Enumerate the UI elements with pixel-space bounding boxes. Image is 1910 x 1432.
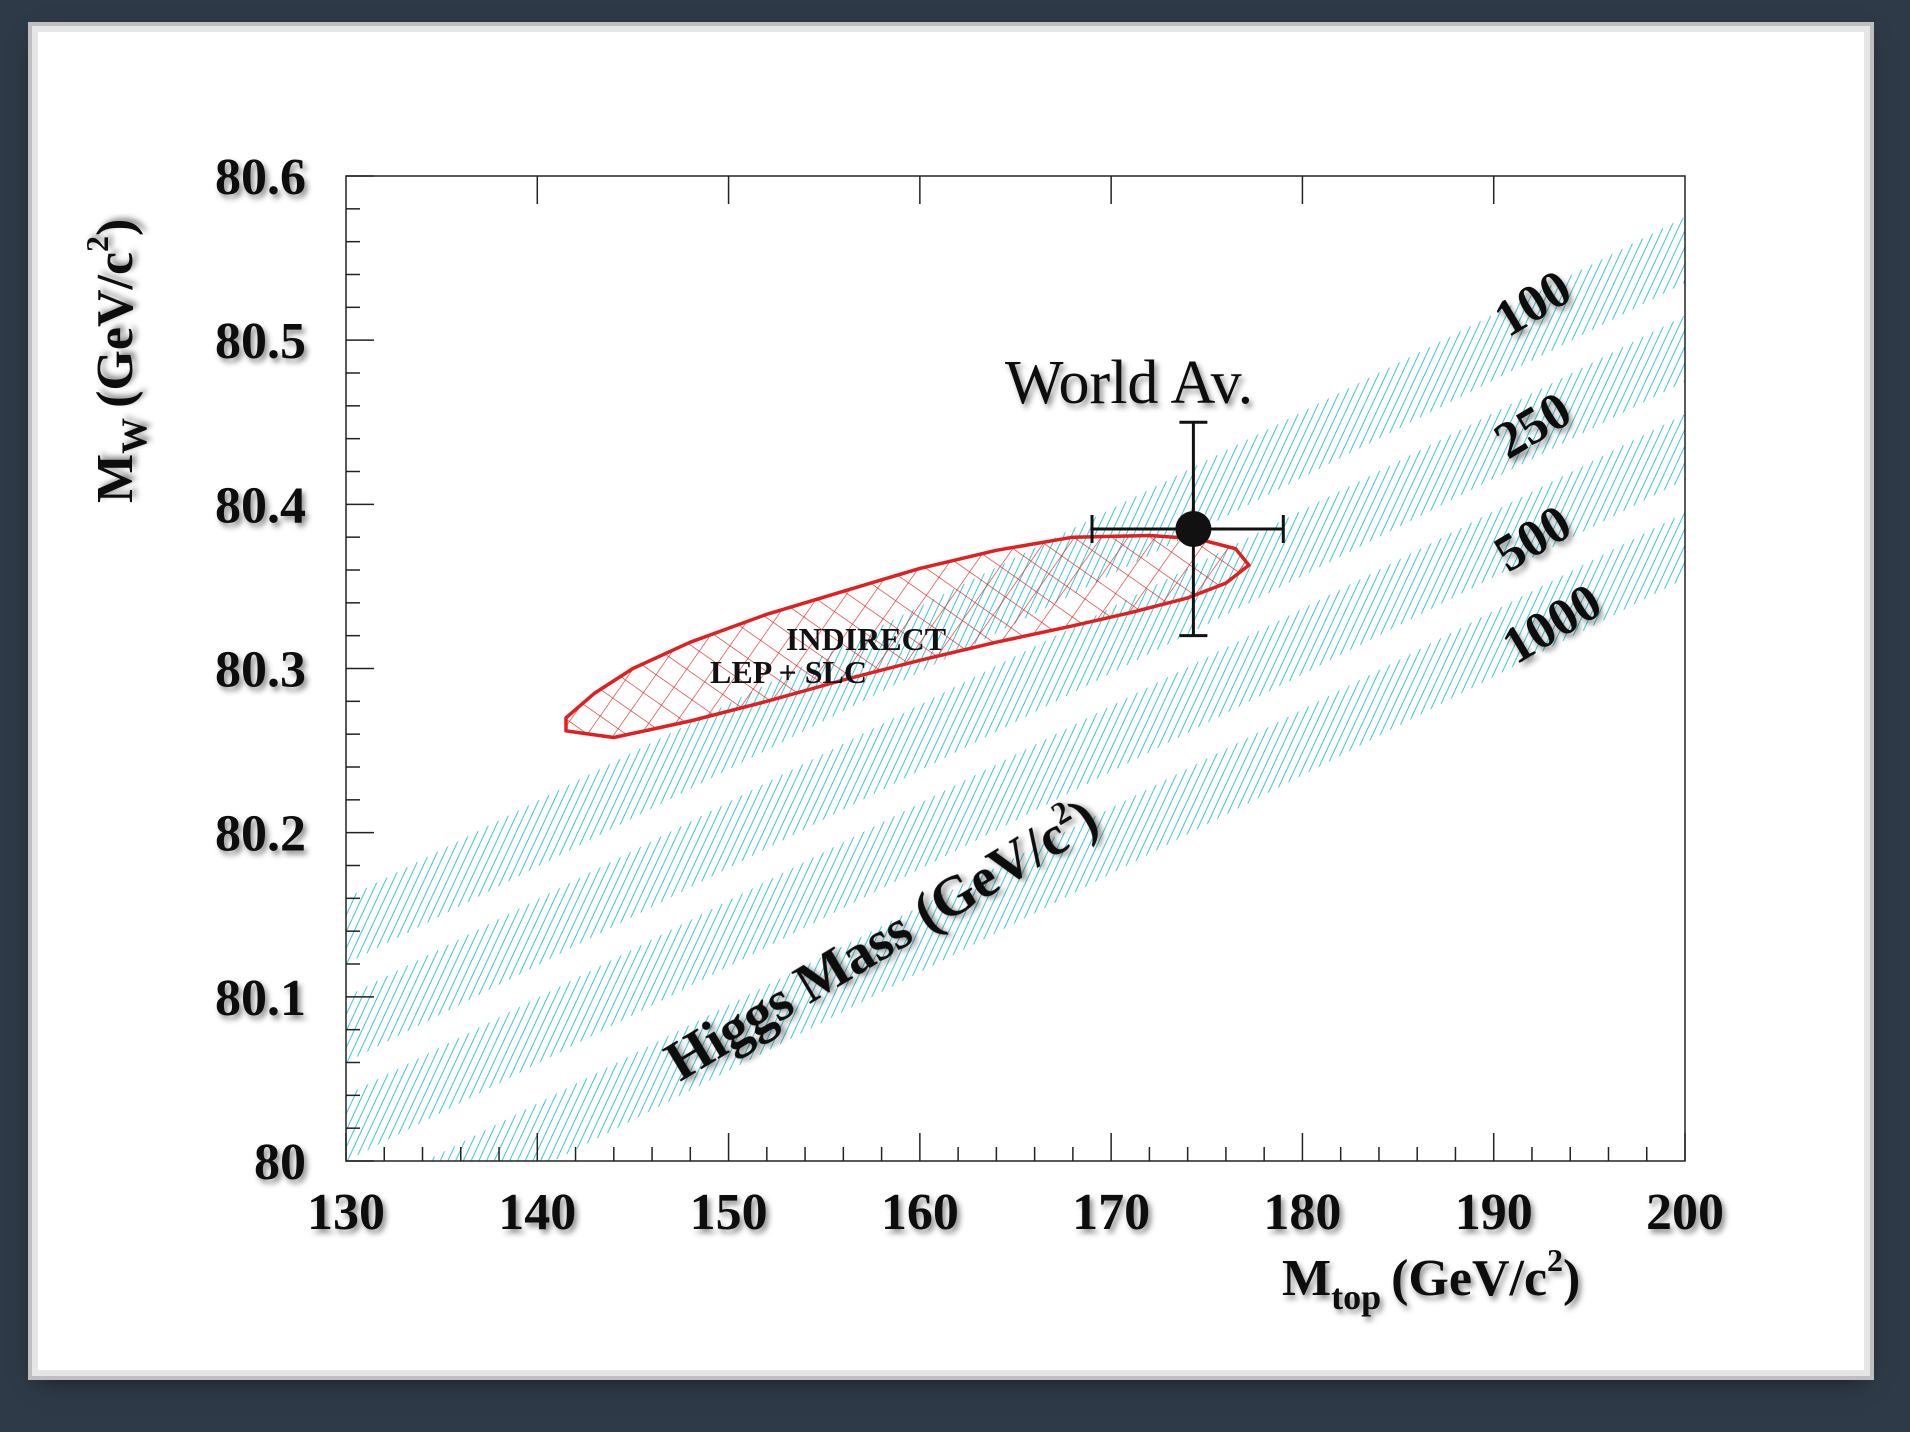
- higgs-band-250: [346, 315, 1685, 1063]
- x-tick-label: 130: [307, 1184, 385, 1241]
- y-axis-title-sup: 2: [79, 236, 115, 252]
- x-axis-title-sub: top: [1331, 1277, 1381, 1317]
- higgs-band-500: [346, 414, 1685, 1161]
- axis-ticks: [345, 175, 1686, 1162]
- y-tick-label: 80.4: [215, 477, 306, 534]
- x-axis-title-unit: (GeV/c: [1391, 1250, 1547, 1307]
- indirect-region-group: [564, 533, 1251, 740]
- y-axis-title-unit: (GeV/c: [87, 252, 144, 408]
- indirect-label: INDIRECT: [786, 621, 946, 657]
- x-axis-title-main: M: [1282, 1250, 1331, 1307]
- y-tick-label: 80.2: [215, 806, 306, 863]
- x-axis-title-sup: 2: [1547, 1242, 1563, 1278]
- y-tick-label: 80.3: [215, 642, 306, 699]
- world-average-group: [1090, 420, 1285, 638]
- x-tick-label: 160: [881, 1184, 959, 1241]
- y-tick-label: 80: [254, 1134, 306, 1191]
- world-average-label: World Av.: [1005, 349, 1253, 417]
- x-tick-label: 150: [690, 1184, 768, 1241]
- y-axis-title: MW (GeV/c2): [79, 219, 154, 503]
- x-tick-label: 190: [1455, 1184, 1533, 1241]
- y-tick-label: 80.6: [215, 149, 306, 206]
- y-axis-title-sub: W: [114, 418, 154, 454]
- x-axis-title: Mtop (GeV/c2): [1282, 1242, 1580, 1317]
- y-tick-label: 80.5: [215, 313, 306, 370]
- y-axis-title-main: M: [87, 454, 144, 503]
- y-axis-title-close: ): [87, 219, 144, 236]
- lep-slc-label: LEP + SLC: [710, 654, 867, 690]
- world-average-point: [1175, 510, 1212, 547]
- axis-tick-labels: 130 140 150 160 170 180 190 200 80 80.1 80.2 80.3 80…: [215, 149, 1724, 1241]
- y-tick-label: 80.1: [215, 970, 306, 1027]
- x-tick-label: 200: [1646, 1184, 1724, 1241]
- x-tick-label: 180: [1263, 1184, 1341, 1241]
- x-tick-label: 170: [1072, 1184, 1150, 1241]
- higgs-band-1000: [425, 512, 1685, 1161]
- x-tick-label: 140: [498, 1184, 576, 1241]
- x-axis-title-close: ): [1563, 1250, 1580, 1307]
- indirect-contour: [564, 533, 1251, 740]
